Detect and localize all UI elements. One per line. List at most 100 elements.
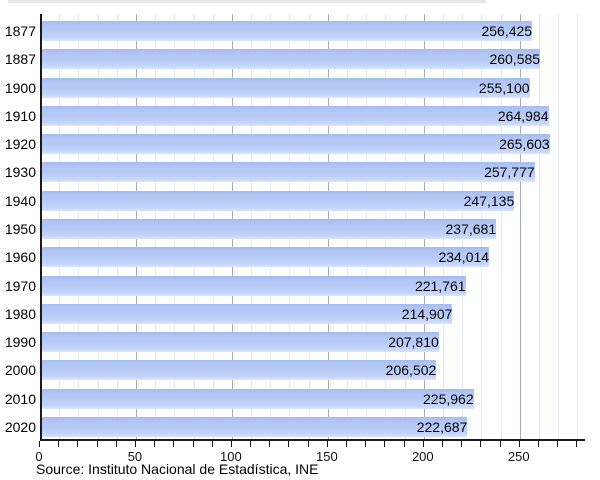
year-label-1910: 1910 bbox=[4, 107, 36, 124]
axis-tick bbox=[346, 441, 348, 447]
source-note: Source: Instituto Nacional de Estadístic… bbox=[36, 461, 319, 477]
gridline-minor bbox=[500, 14, 502, 439]
axis-tick bbox=[537, 441, 539, 447]
bar-row-1900: 255,100 bbox=[42, 74, 585, 102]
axis-tick bbox=[518, 441, 520, 447]
year-label-1940: 1940 bbox=[4, 192, 36, 209]
bar-value-label: 221,761 bbox=[414, 277, 466, 294]
plot-area: 256,425 260,585 255,100 264,984 265,603 257,7… bbox=[40, 14, 585, 441]
axis-tick bbox=[499, 441, 501, 447]
bar-row-1950: 237,681 bbox=[42, 215, 585, 243]
year-label-2000: 2000 bbox=[4, 362, 36, 379]
bar-row-1990: 207,810 bbox=[42, 328, 585, 356]
bar-row-1877: 256,425 bbox=[42, 17, 585, 45]
bar-1970: 221,761 bbox=[42, 275, 466, 296]
bar-row-2000: 206,502 bbox=[42, 356, 585, 384]
axis-tick bbox=[250, 441, 252, 447]
bar-row-1910: 264,984 bbox=[42, 102, 585, 130]
bar-rows: 256,425 260,585 255,100 264,984 265,603 257,7… bbox=[42, 17, 585, 439]
bar-row-2010: 225,962 bbox=[42, 384, 585, 412]
bar-row-1887: 260,585 bbox=[42, 45, 585, 73]
axis-tick bbox=[461, 441, 463, 447]
axis-tick bbox=[288, 441, 290, 447]
bar-1877: 256,425 bbox=[42, 21, 533, 42]
axis-tick-label-0: 0 bbox=[35, 449, 43, 464]
top-edge-artifact bbox=[8, 0, 486, 3]
bar-1940: 247,135 bbox=[42, 190, 515, 211]
year-label-1900: 1900 bbox=[4, 79, 36, 96]
bar-value-label: 225,962 bbox=[423, 390, 474, 407]
bar-2020: 222,687 bbox=[42, 416, 468, 437]
bar-row-1940: 247,135 bbox=[42, 187, 585, 215]
axis-tick bbox=[115, 441, 117, 447]
bar-value-label: 265,603 bbox=[499, 136, 550, 153]
bar-1950: 237,681 bbox=[42, 218, 497, 239]
bar-row-2020: 222,687 bbox=[42, 413, 585, 441]
axis-tick bbox=[326, 441, 328, 447]
bar-1960: 234,014 bbox=[42, 247, 490, 268]
axis-tick bbox=[307, 441, 309, 447]
bar-1980: 214,907 bbox=[42, 303, 453, 324]
bar-row-1980: 214,907 bbox=[42, 300, 585, 328]
axis-tick bbox=[96, 441, 98, 447]
bar-2000: 206,502 bbox=[42, 360, 437, 381]
axis-tick bbox=[576, 441, 578, 447]
bar-row-1930: 257,777 bbox=[42, 158, 585, 186]
bar-1930: 257,777 bbox=[42, 162, 535, 183]
gridline-major bbox=[519, 14, 521, 439]
axis-tick bbox=[77, 441, 79, 447]
bar-row-1970: 221,761 bbox=[42, 271, 585, 299]
bar-1920: 265,603 bbox=[42, 134, 550, 155]
bar-value-label: 256,425 bbox=[481, 23, 533, 40]
bar-value-label: 206,502 bbox=[385, 362, 437, 379]
bar-value-label: 222,687 bbox=[416, 418, 468, 435]
axis-tick-label-50: 50 bbox=[127, 449, 143, 464]
year-label-2020: 2020 bbox=[4, 418, 36, 435]
axis-tick-label-250: 250 bbox=[507, 449, 530, 464]
bar-row-1920: 265,603 bbox=[42, 130, 585, 158]
bar-value-label: 247,135 bbox=[463, 192, 515, 209]
axis-tick bbox=[422, 441, 424, 447]
gridline-minor bbox=[538, 14, 540, 439]
year-label-1920: 1920 bbox=[4, 136, 36, 153]
bar-1887: 260,585 bbox=[42, 49, 541, 70]
axis-tick bbox=[230, 441, 232, 447]
year-label-1950: 1950 bbox=[4, 221, 36, 237]
year-label-1877: 1877 bbox=[4, 23, 36, 40]
axis-tick bbox=[39, 441, 40, 447]
bar-value-label: 255,100 bbox=[478, 79, 530, 96]
gridline-minor bbox=[577, 14, 579, 439]
axis-tick bbox=[441, 441, 443, 447]
axis-tick-label-150: 150 bbox=[315, 449, 338, 464]
bar-value-label: 234,014 bbox=[438, 249, 490, 266]
bar-value-label: 214,907 bbox=[401, 305, 453, 322]
year-label-1930: 1930 bbox=[4, 164, 36, 181]
axis-tick bbox=[134, 441, 136, 447]
axis-tick bbox=[211, 441, 213, 447]
bar-value-label: 260,585 bbox=[489, 51, 541, 68]
axis-tick bbox=[480, 441, 482, 447]
year-label-2010: 2010 bbox=[4, 390, 36, 407]
bar-1910: 264,984 bbox=[42, 105, 549, 126]
axis-tick bbox=[269, 441, 271, 447]
axis-tick bbox=[192, 441, 194, 447]
axis-tick bbox=[154, 441, 156, 447]
axis-tick-label-100: 100 bbox=[220, 449, 242, 464]
year-label-1960: 1960 bbox=[4, 249, 36, 266]
year-label-1990: 1990 bbox=[4, 334, 36, 351]
axis-tick bbox=[173, 441, 175, 447]
axis-tick-label-200: 200 bbox=[411, 449, 434, 464]
bar-value-label: 257,777 bbox=[484, 164, 535, 181]
bar-1990: 207,810 bbox=[42, 332, 439, 353]
gridline-minor bbox=[558, 14, 560, 439]
bar-value-label: 207,810 bbox=[388, 334, 439, 351]
axis-tick bbox=[365, 441, 367, 447]
year-label-1980: 1980 bbox=[4, 305, 36, 322]
axis-tick bbox=[403, 441, 405, 447]
axis-tick bbox=[58, 441, 60, 447]
bar-1900: 255,100 bbox=[42, 77, 530, 98]
year-label-1970: 1970 bbox=[4, 277, 36, 294]
bar-value-label: 264,984 bbox=[497, 107, 549, 124]
bar-row-1960: 234,014 bbox=[42, 243, 585, 271]
axis-tick bbox=[557, 441, 559, 447]
